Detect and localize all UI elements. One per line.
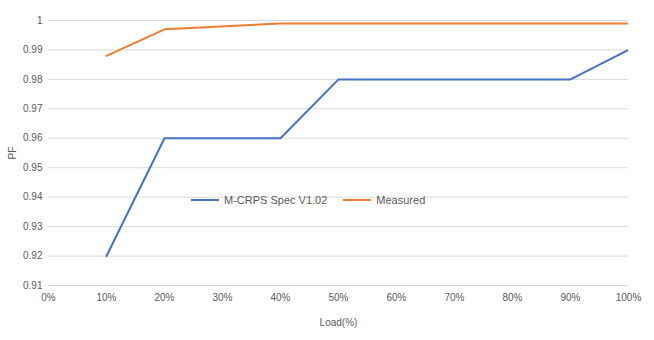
svg-text:90%: 90% <box>560 292 580 303</box>
svg-text:0.97: 0.97 <box>23 103 43 114</box>
svg-text:0.93: 0.93 <box>23 221 43 232</box>
svg-text:10%: 10% <box>96 292 116 303</box>
svg-text:Load(%): Load(%) <box>320 317 358 328</box>
svg-text:70%: 70% <box>444 292 464 303</box>
svg-text:0.92: 0.92 <box>23 250 43 261</box>
svg-text:50%: 50% <box>328 292 348 303</box>
svg-text:0.95: 0.95 <box>23 162 43 173</box>
svg-text:80%: 80% <box>502 292 522 303</box>
svg-text:100%: 100% <box>616 292 642 303</box>
svg-text:0%: 0% <box>41 292 56 303</box>
svg-text:0.99: 0.99 <box>23 44 43 55</box>
svg-text:60%: 60% <box>386 292 406 303</box>
svg-text:30%: 30% <box>212 292 232 303</box>
svg-text:20%: 20% <box>154 292 174 303</box>
html-text:M-CRPS Spec V1.02: M-CRPS Spec V1.02 <box>224 194 328 207</box>
svg-text:0.96: 0.96 <box>23 132 43 143</box>
svg-text:0.98: 0.98 <box>23 74 43 85</box>
svg-text:1: 1 <box>37 15 43 26</box>
svg-text:40%: 40% <box>270 292 290 303</box>
html-text:Measured: Measured <box>376 194 426 207</box>
svg-text:0.94: 0.94 <box>23 191 43 202</box>
svg-text:PF: PF <box>7 147 18 160</box>
svg-text:0.91: 0.91 <box>23 280 43 291</box>
